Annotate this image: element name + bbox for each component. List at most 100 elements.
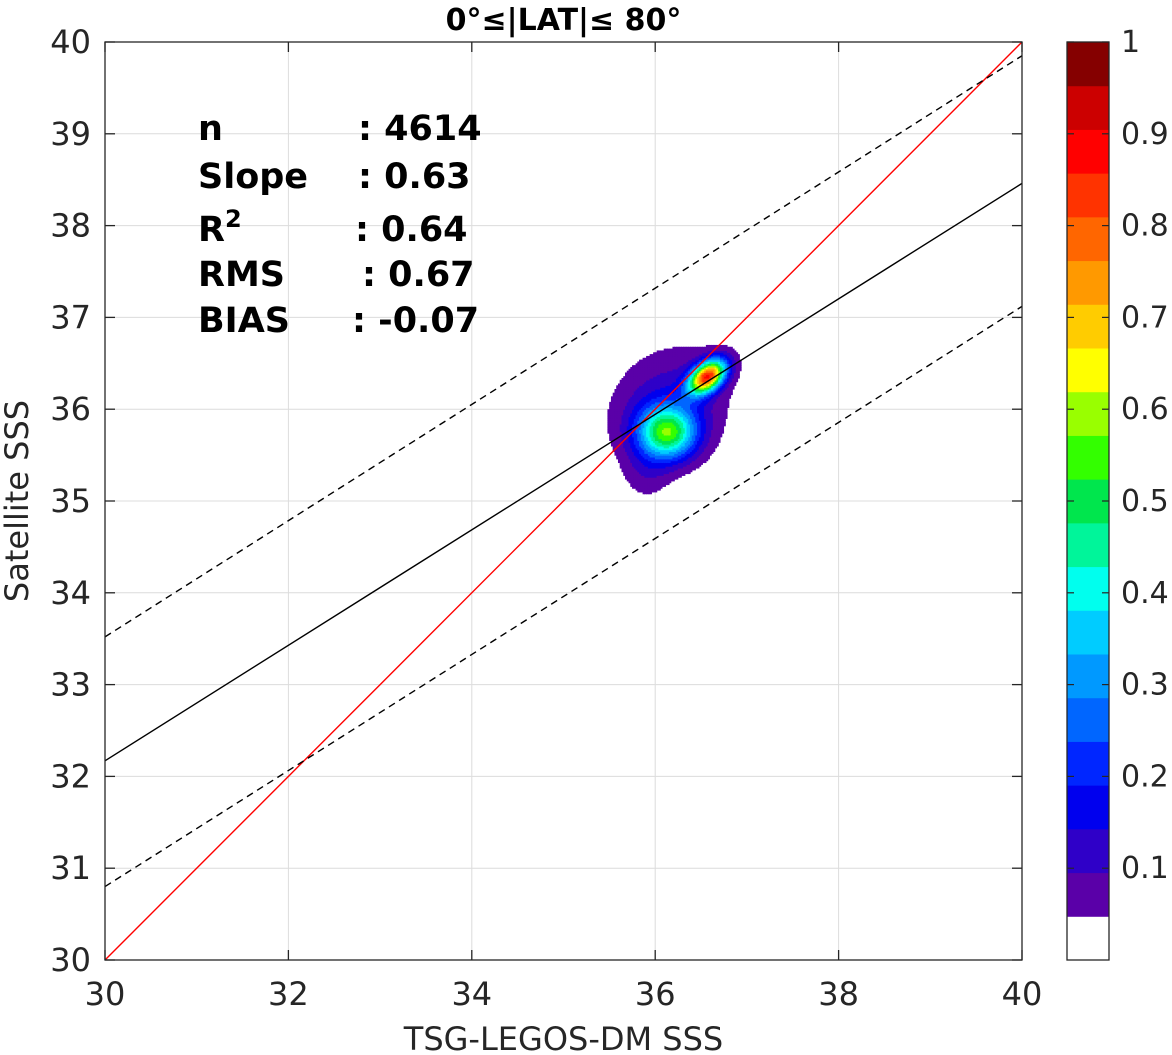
density-cell <box>688 444 691 447</box>
density-cell <box>677 377 681 381</box>
density-cell <box>719 418 723 421</box>
density-cell <box>686 366 689 370</box>
density-cell <box>670 374 674 377</box>
density-cell <box>625 394 628 397</box>
density-cell <box>642 376 645 379</box>
density-cell <box>675 392 679 396</box>
density-cell <box>651 478 654 482</box>
density-cell <box>642 462 645 465</box>
density-cell <box>661 383 665 386</box>
density-cell <box>637 482 640 486</box>
density-cell <box>660 460 663 464</box>
density-cell <box>683 385 686 388</box>
density-cell <box>704 409 707 412</box>
density-cell <box>721 412 725 416</box>
density-cell <box>632 372 635 375</box>
density-cell <box>681 409 684 412</box>
density-cell <box>617 453 621 456</box>
density-cell <box>647 407 651 410</box>
density-cell <box>630 366 633 370</box>
density-cell <box>670 400 674 403</box>
density-cell <box>633 436 637 440</box>
density-cell <box>672 462 675 465</box>
density-cell <box>677 469 681 473</box>
density-cell <box>681 467 684 471</box>
density-cell <box>644 436 647 440</box>
density-cell <box>704 387 707 390</box>
density-cell <box>656 401 660 405</box>
density-cell <box>667 422 670 425</box>
density-cell <box>668 455 672 458</box>
density-cell <box>707 387 710 390</box>
density-cell <box>691 423 695 427</box>
density-cell <box>725 407 728 410</box>
density-cell <box>642 436 645 440</box>
density-cell <box>670 460 674 464</box>
density-cell <box>684 381 688 385</box>
density-cell <box>675 469 679 473</box>
density-cell <box>661 418 665 421</box>
density-cell <box>628 449 631 453</box>
density-cell <box>679 444 682 447</box>
density-cell <box>674 423 677 427</box>
density-cell <box>691 462 695 465</box>
density-cell <box>688 440 691 443</box>
density-cell <box>632 401 635 405</box>
density-cell <box>719 420 723 423</box>
density-cell <box>679 389 682 392</box>
density-cell <box>679 368 682 372</box>
density-cell <box>716 346 719 350</box>
density-cell <box>661 401 665 405</box>
density-cell <box>654 352 658 355</box>
density-cell <box>711 394 714 397</box>
density-cell <box>660 394 663 397</box>
density-cell <box>665 462 668 465</box>
density-cell <box>654 425 658 429</box>
density-cell <box>725 401 728 405</box>
density-cell <box>732 377 735 381</box>
density-cell <box>617 431 621 434</box>
density-cell <box>661 357 665 361</box>
density-cell <box>654 431 658 434</box>
density-cell <box>656 359 660 363</box>
density-cell <box>693 374 696 377</box>
density-cell <box>640 385 644 388</box>
density-cell <box>617 411 621 414</box>
density-cell <box>688 396 691 399</box>
density-cell <box>725 354 728 357</box>
density-cell <box>656 396 660 399</box>
density-cell <box>675 365 679 368</box>
density-cell <box>698 460 702 464</box>
density-cell <box>733 376 737 379</box>
density-cell <box>644 473 647 476</box>
density-cell <box>674 376 677 379</box>
density-cell <box>647 436 651 440</box>
density-cell <box>653 449 656 453</box>
density-cell <box>707 456 710 460</box>
density-cell <box>698 368 702 372</box>
density-cell <box>705 403 709 407</box>
density-cell <box>632 394 635 397</box>
density-cell <box>705 442 709 445</box>
density-cell <box>616 418 619 421</box>
density-cell <box>728 352 732 355</box>
density-cell <box>679 464 682 467</box>
density-cell <box>675 436 679 440</box>
density-cell <box>612 445 616 449</box>
density-cell <box>628 389 631 392</box>
density-cell <box>670 451 674 454</box>
density-cell <box>721 405 725 408</box>
density-cell <box>635 482 638 486</box>
density-cell <box>721 350 725 353</box>
density-cell <box>632 423 635 427</box>
density-cell <box>714 431 718 434</box>
density-cell <box>658 363 661 366</box>
density-cell <box>681 370 684 374</box>
density-cell <box>684 412 688 416</box>
density-cell <box>649 365 652 368</box>
density-cell <box>651 438 654 442</box>
density-cell <box>712 434 716 438</box>
density-cell <box>651 365 654 368</box>
density-cell <box>702 414 705 418</box>
density-cell <box>626 445 630 449</box>
